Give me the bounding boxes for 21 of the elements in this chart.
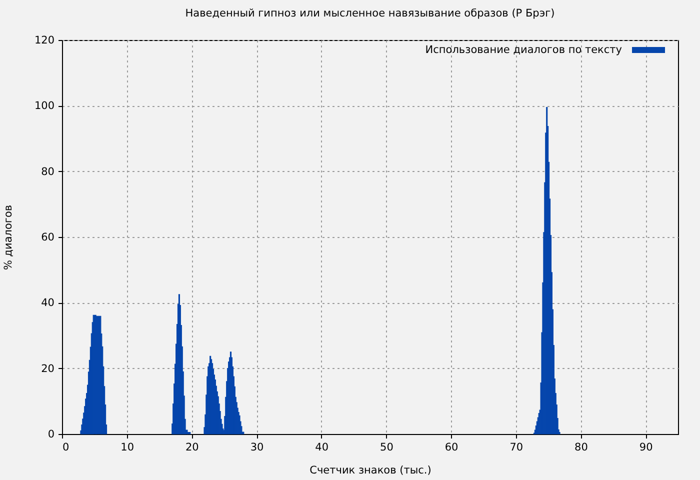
x-tick-label: 0 [62,442,70,454]
y-tick-label: 120 [34,34,54,46]
x-tick-label: 90 [639,442,653,454]
x-tick-label: 70 [510,442,524,454]
y-tick-label: 60 [41,232,54,244]
x-tick-label: 80 [574,442,588,454]
x-tick-label: 10 [120,442,134,454]
x-tick-label: 50 [380,442,394,454]
x-tick-label: 60 [444,442,458,454]
y-tick-label: 80 [41,166,54,178]
chart-title: Наведенный гипноз или мысленное навязывание образов (Р Брэг) [185,8,555,20]
legend-label: Использование диалогов по тексту [425,44,622,56]
x-axis-title: Счетчик знаков (тыс.) [310,464,432,476]
x-tick-label: 20 [185,442,199,454]
y-tick-label: 0 [48,428,54,440]
y-axis-title: % диалогов [2,204,14,270]
y-tick-label: 20 [41,362,54,375]
x-tick-label: 40 [315,442,329,454]
y-tick-label: 40 [41,297,54,310]
y-tick-label: 100 [34,100,54,112]
x-tick-label: 30 [250,442,264,454]
